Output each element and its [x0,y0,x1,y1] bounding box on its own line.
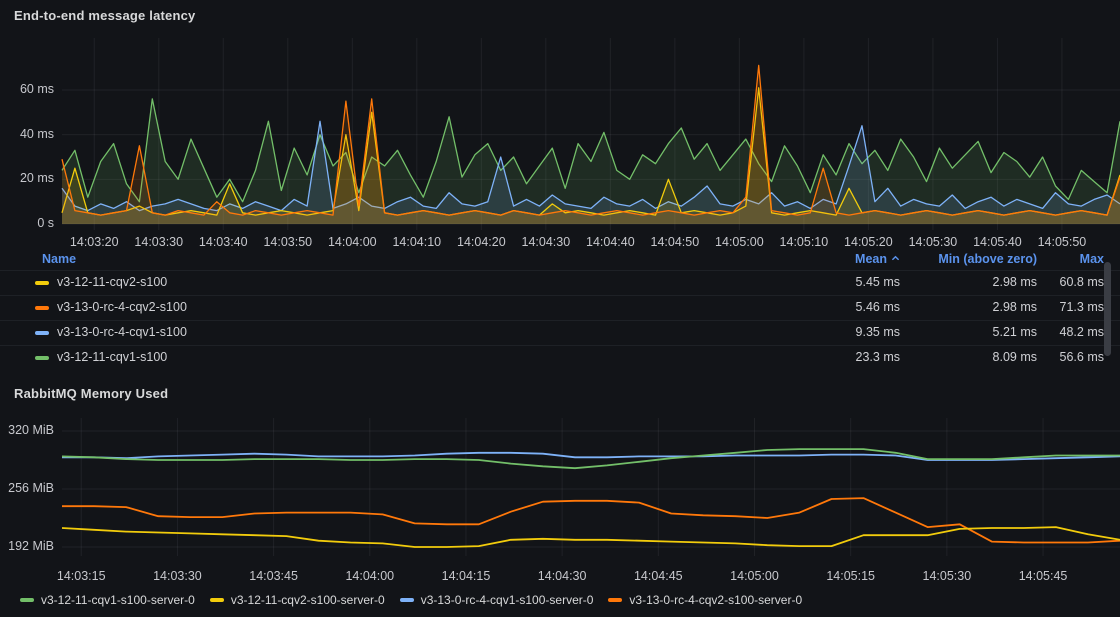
cell-min: 5.21 ms [847,325,1037,339]
series-color-swatch [608,598,622,602]
series-line-v3-13-0-rc-4-cqv2-s100-server-0 [62,498,1120,542]
cell-min: 8.09 ms [847,350,1037,364]
column-header-min[interactable]: Min (above zero) [847,252,1037,266]
x-tick-label: 14:05:50 [1038,235,1087,249]
table-row: v3-13-0-rc-4-cqv1-s1009.35 ms5.21 ms48.2… [0,320,1120,345]
table-scrollbar-thumb[interactable] [1104,262,1111,356]
series-name[interactable]: v3-13-0-rc-4-cqv1-s100 [57,325,187,339]
series-color-swatch [210,598,224,602]
x-tick-label: 14:05:10 [780,235,829,249]
series-color-swatch [20,598,34,602]
x-tick-label: 14:05:45 [1019,569,1068,583]
legend-item[interactable]: v3-13-0-rc-4-cqv2-s100-server-0 [608,593,802,607]
y-tick-label: 0 s [0,216,54,230]
series-name[interactable]: v3-12-11-cqv2-s100 [57,275,167,289]
y-tick-label: 256 MiB [0,481,54,495]
x-tick-label: 14:04:20 [457,235,506,249]
cell-min: 2.98 ms [847,300,1037,314]
legend-item[interactable]: v3-13-0-rc-4-cqv1-s100-server-0 [400,593,594,607]
series-name[interactable]: v3-12-11-cqv1-s100 [57,350,167,364]
grafana-dashboard: End-to-end message latency 0 s 20 ms 40 ms… [0,0,1120,617]
x-tick-label: 14:04:15 [442,569,491,583]
panel-title-memory[interactable]: RabbitMQ Memory Used [14,386,168,401]
column-header-max[interactable]: Max [1014,252,1104,266]
x-tick-label: 14:03:20 [70,235,119,249]
x-tick-label: 14:05:15 [826,569,875,583]
y-tick-label: 192 MiB [0,539,54,553]
y-tick-label: 40 ms [0,127,54,141]
x-tick-label: 14:03:40 [199,235,248,249]
x-tick-label: 14:05:00 [730,569,779,583]
series-color-swatch[interactable] [35,356,49,360]
x-tick-label: 14:04:30 [521,235,570,249]
x-tick-label: 14:04:10 [392,235,441,249]
legend-label: v3-13-0-rc-4-cqv1-s100-server-0 [421,593,594,607]
legend-item[interactable]: v3-12-11-cqv2-s100-server-0 [210,593,385,607]
series-line-v3-12-11-cqv1-s100-server-0 [62,449,1120,468]
y-tick-label: 60 ms [0,82,54,96]
series-color-swatch[interactable] [35,331,49,335]
y-tick-label: 20 ms [0,171,54,185]
x-tick-label: 14:05:30 [923,569,972,583]
series-color-swatch [400,598,414,602]
latency-chart-plot[interactable] [0,30,1120,235]
cell-min: 2.98 ms [847,275,1037,289]
legend-item[interactable]: v3-12-11-cqv1-s100-server-0 [20,593,195,607]
memory-chart-plot[interactable] [0,408,1120,566]
x-tick-label: 14:04:40 [586,235,635,249]
legend-table-header: Name Mean Min (above zero) Max [0,249,1120,270]
x-tick-label: 14:05:30 [909,235,958,249]
column-header-name[interactable]: Name [42,252,76,266]
series-line-v3-12-11-cqv2-s100-server-0 [62,527,1120,547]
x-tick-label: 14:05:00 [715,235,764,249]
x-tick-label: 14:04:00 [345,569,394,583]
legend-label: v3-12-11-cqv2-s100-server-0 [231,593,385,607]
x-tick-label: 14:05:40 [973,235,1022,249]
x-tick-label: 14:03:45 [249,569,298,583]
x-tick-label: 14:03:15 [57,569,106,583]
latency-legend-table: Name Mean Min (above zero) Max v3-12-11-… [0,249,1120,370]
x-tick-label: 14:05:20 [844,235,893,249]
table-row: v3-12-11-cqv1-s10023.3 ms8.09 ms56.6 ms [0,345,1120,370]
cell-max: 71.3 ms [1014,300,1104,314]
legend-label: v3-13-0-rc-4-cqv2-s100-server-0 [629,593,802,607]
x-tick-label: 14:03:50 [263,235,312,249]
panel-title-latency[interactable]: End-to-end message latency [14,8,195,23]
x-tick-label: 14:04:00 [328,235,377,249]
legend-table-body: v3-12-11-cqv2-s1005.45 ms2.98 ms60.8 msv… [0,270,1120,370]
cell-max: 48.2 ms [1014,325,1104,339]
series-name[interactable]: v3-13-0-rc-4-cqv2-s100 [57,300,187,314]
table-row: v3-13-0-rc-4-cqv2-s1005.46 ms2.98 ms71.3… [0,295,1120,320]
legend-label: v3-12-11-cqv1-s100-server-0 [41,593,195,607]
y-tick-label: 320 MiB [0,423,54,437]
memory-legend: v3-12-11-cqv1-s100-server-0 v3-12-11-cqv2… [20,593,802,607]
x-tick-label: 14:03:30 [134,235,183,249]
x-tick-label: 14:03:30 [153,569,202,583]
x-tick-label: 14:04:45 [634,569,683,583]
x-tick-label: 14:04:30 [538,569,587,583]
series-color-swatch[interactable] [35,306,49,310]
cell-max: 60.8 ms [1014,275,1104,289]
x-tick-label: 14:04:50 [651,235,700,249]
series-color-swatch[interactable] [35,281,49,285]
table-row: v3-12-11-cqv2-s1005.45 ms2.98 ms60.8 ms [0,270,1120,295]
cell-max: 56.6 ms [1014,350,1104,364]
